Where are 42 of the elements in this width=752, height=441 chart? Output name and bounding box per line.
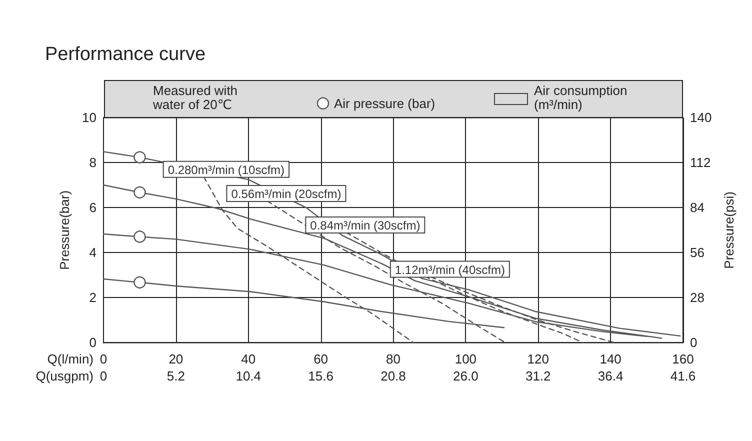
y2-axis-title: Pressure(psi) (722, 192, 737, 269)
x2-tick-label: 5.2 (166, 368, 185, 384)
x-tick-label: 0 (100, 352, 108, 367)
x2-tick-label: 41.6 (670, 368, 696, 384)
x-tick-label: 20 (168, 352, 184, 367)
y2-tick-label: 56 (690, 245, 704, 260)
series-label: 0.56m³/min (20scfm) (231, 186, 342, 201)
x2-tick-label: 15.6 (308, 368, 334, 384)
x-tick-label: 60 (314, 352, 328, 367)
y2-tick-label: 28 (690, 290, 704, 306)
y-axis-title: Pressure(bar) (57, 190, 72, 270)
y-tick-label: 0 (89, 335, 96, 350)
x2-tick-label: 10.4 (236, 368, 262, 384)
y2-tick-label: 140 (690, 110, 712, 126)
x-tick-label: 80 (386, 352, 400, 367)
y-tick-label: 8 (89, 155, 96, 170)
series-label: 0.280m³/min (10scfm) (168, 162, 285, 177)
x-tick-label: 160 (672, 352, 694, 367)
y-tick-label: 10 (82, 110, 96, 126)
x2-tick-label: 36.4 (598, 368, 624, 384)
x2-tick-label: 0 (100, 368, 108, 384)
chart-title: Performance curve (45, 44, 206, 65)
series-label: 0.84m³/min (30scfm) (310, 218, 420, 232)
x-tick-label: 120 (527, 352, 549, 367)
text: Measured with water of 20℃ (153, 83, 239, 112)
y-tick-label: 2 (89, 290, 96, 306)
series-label: 1.12m³/min (40scfm) (394, 262, 505, 277)
x2-tick-label: 26.0 (453, 368, 478, 384)
y-tick-label: 6 (89, 200, 96, 216)
x-tick-label: 140 (600, 352, 622, 367)
x2-tick-label: 20.8 (380, 368, 406, 384)
x2-tick-label: 31.2 (525, 368, 551, 384)
text: Air consumption (m³/min) (534, 83, 628, 112)
y2-tick-label: 0 (690, 335, 698, 350)
y-tick-label: 4 (89, 245, 96, 260)
x-tick-label: 40 (241, 352, 256, 367)
x-tick-label: 100 (454, 352, 477, 367)
x-axis-title: Q(l/min) (47, 352, 94, 367)
x2-axis-title: Q(usgpm) (36, 368, 94, 384)
y2-tick-label: 84 (690, 200, 704, 216)
y2-tick-label: 112 (690, 155, 711, 170)
legend-label: Air pressure (bar) (334, 96, 436, 111)
